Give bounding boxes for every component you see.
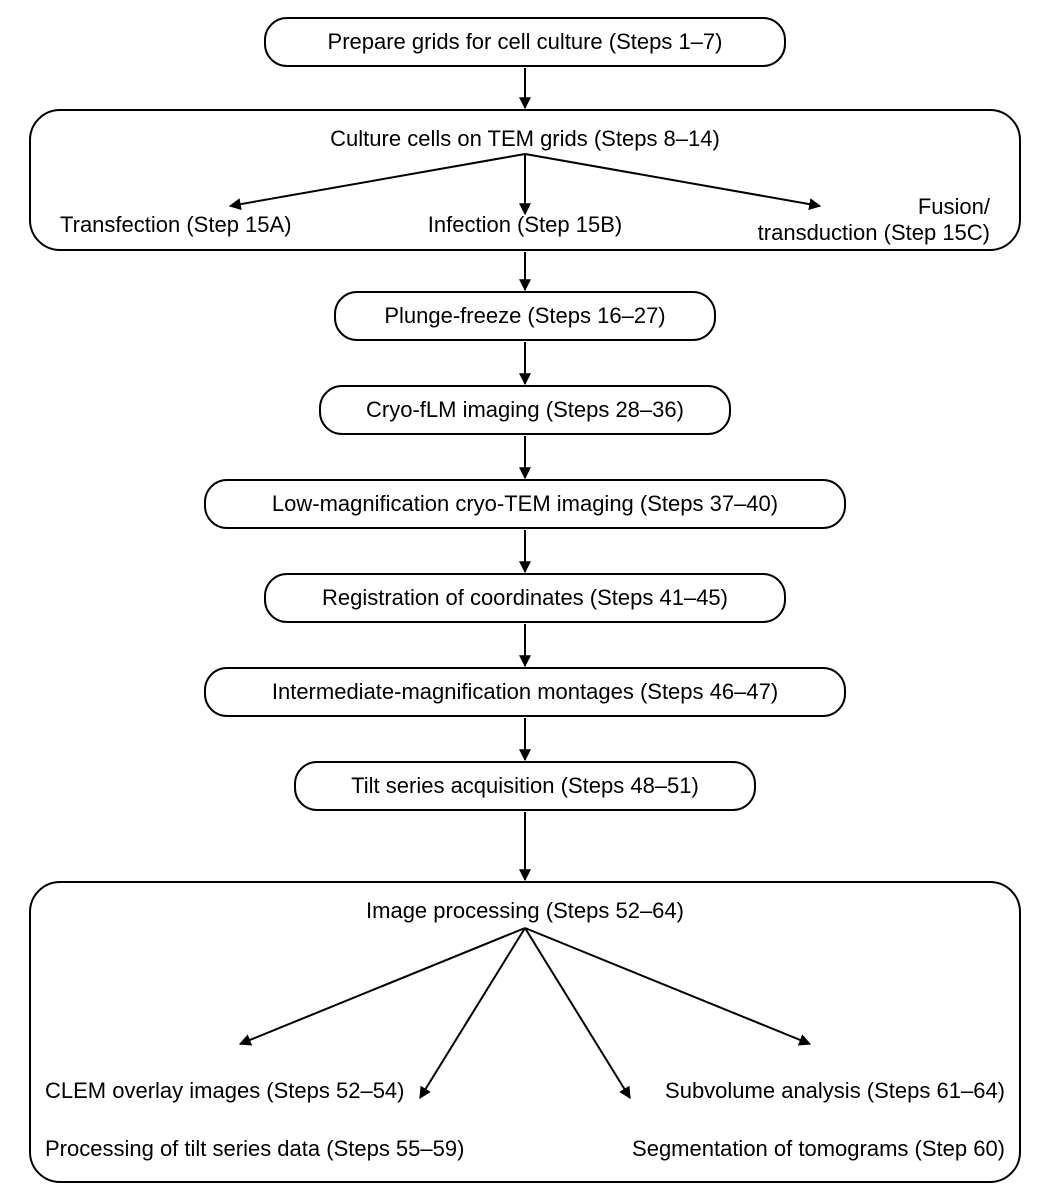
process-header: Image processing (Steps 52–64) — [366, 898, 684, 923]
lowmag-label: Low-magnification cryo-TEM imaging (Step… — [272, 491, 778, 516]
plunge-label: Plunge-freeze (Steps 16–27) — [384, 303, 665, 328]
output-label: CLEM overlay images (Steps 52–54) — [45, 1078, 405, 1103]
output-label: Segmentation of tomograms (Step 60) — [632, 1136, 1005, 1161]
tilt-label: Tilt series acquisition (Steps 48–51) — [351, 773, 699, 798]
intermed-label: Intermediate-magnification montages (Ste… — [272, 679, 778, 704]
reg-label: Registration of coordinates (Steps 41–45… — [322, 585, 728, 610]
branch-label: Infection (Step 15B) — [428, 212, 622, 237]
prep-label: Prepare grids for cell culture (Steps 1–… — [328, 29, 723, 54]
branch-label: transduction (Step 15C) — [758, 220, 990, 245]
culture-header: Culture cells on TEM grids (Steps 8–14) — [330, 126, 720, 151]
cryoflm-label: Cryo-fLM imaging (Steps 28–36) — [366, 397, 684, 422]
output-label: Subvolume analysis (Steps 61–64) — [665, 1078, 1005, 1103]
branch-label: Fusion/ — [918, 194, 991, 219]
output-label: Processing of tilt series data (Steps 55… — [45, 1136, 464, 1161]
branch-label: Transfection (Step 15A) — [60, 212, 292, 237]
workflow-flowchart: Prepare grids for cell culture (Steps 1–… — [0, 0, 1050, 1204]
